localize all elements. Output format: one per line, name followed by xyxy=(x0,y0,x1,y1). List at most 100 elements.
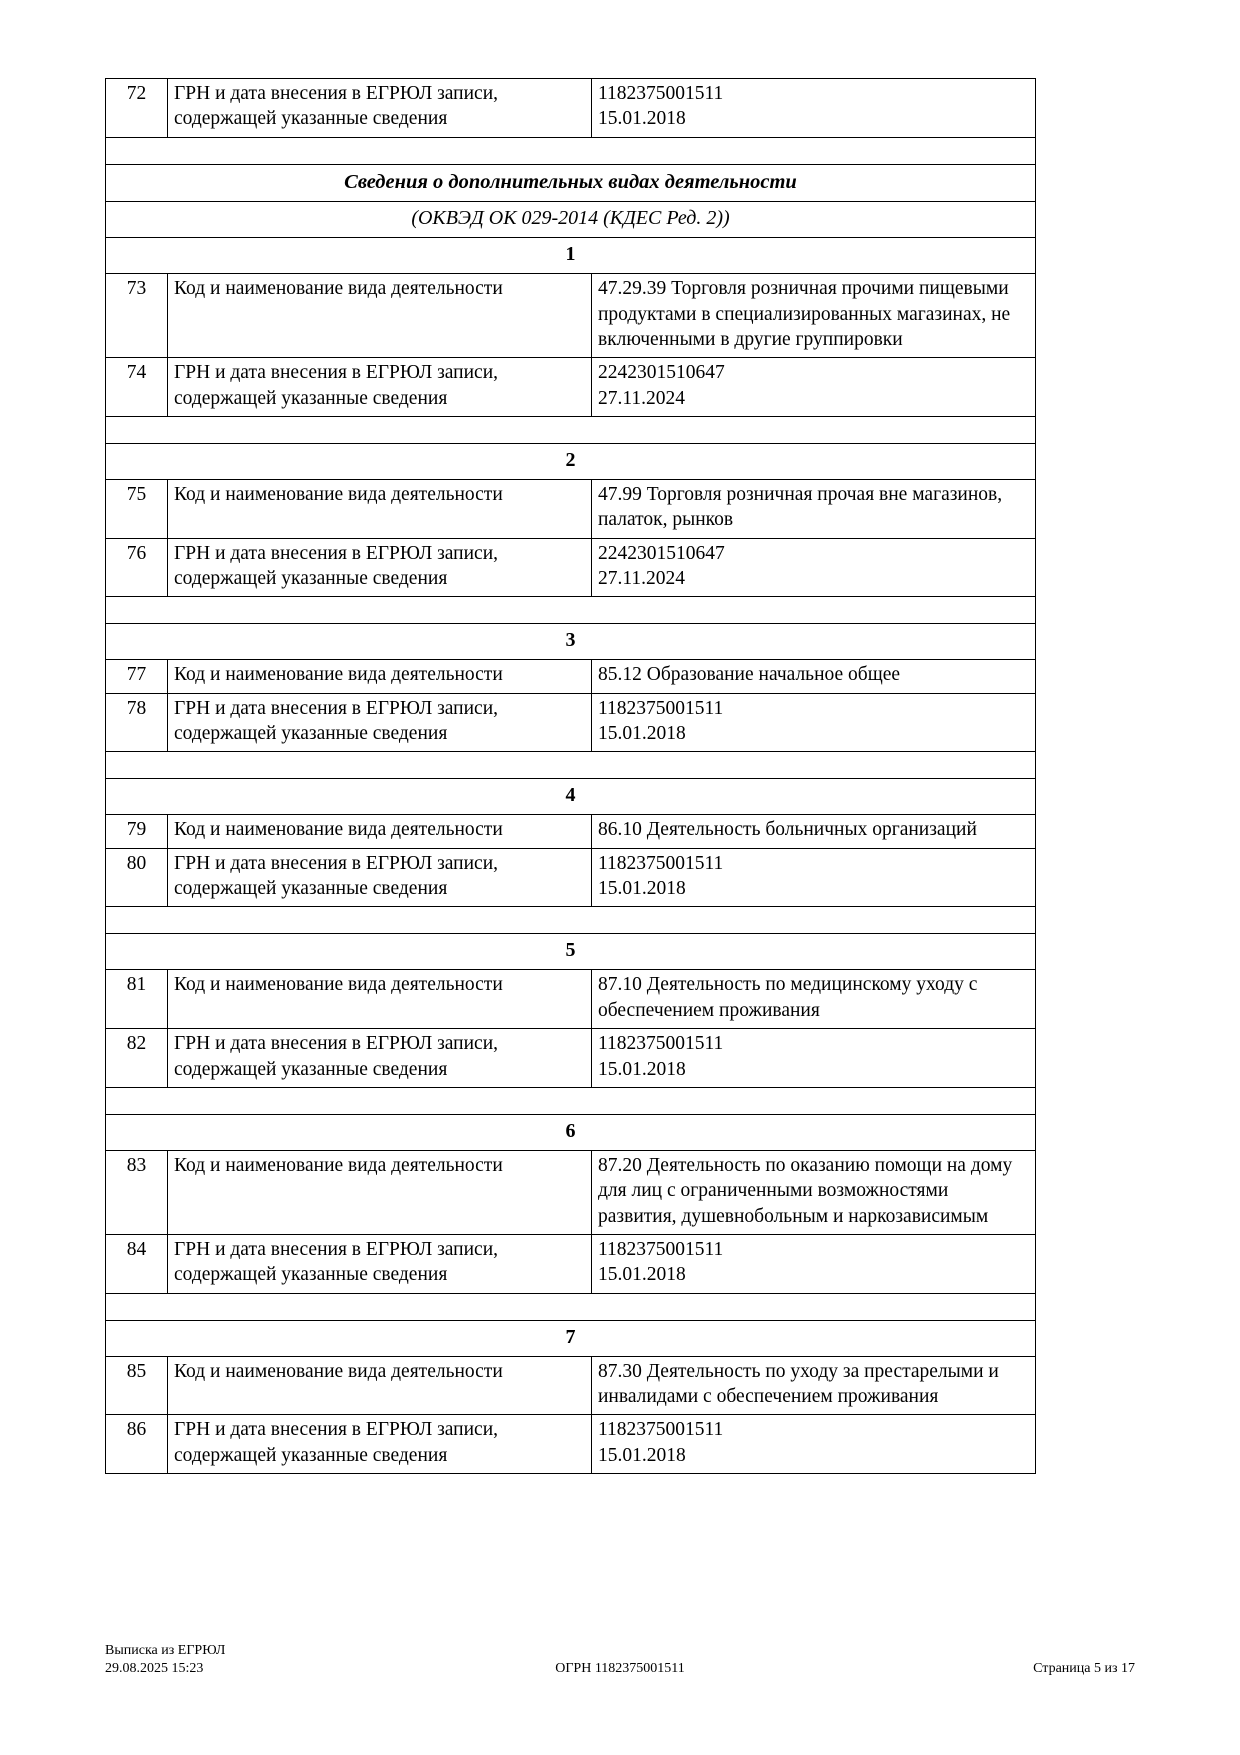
spacer-cell xyxy=(105,1292,1036,1321)
section-title-row: Сведения о дополнительных видах деятельн… xyxy=(105,163,1036,203)
row-value: 1182375001511 15.01.2018 xyxy=(591,1414,1036,1474)
row-value: 85.12 Образование начальное общее xyxy=(591,659,1036,694)
row-value: 87.10 Деятельность по медицинскому уходу… xyxy=(591,969,1036,1030)
spacer-row xyxy=(105,1292,1036,1321)
footer-ogrn: ОГРН 1182375001511 xyxy=(555,1661,685,1676)
group-index: 2 xyxy=(105,443,1036,481)
spacer-cell xyxy=(105,136,1036,165)
row-value: 86.10 Деятельность больничных организаци… xyxy=(591,814,1036,849)
table-row: 77 Код и наименование вида деятельности … xyxy=(105,659,1036,694)
group-index: 5 xyxy=(105,933,1036,971)
row-label: Код и наименование вида деятельности xyxy=(167,814,592,849)
row-value: 1182375001511 15.01.2018 xyxy=(591,1028,1036,1088)
row-number: 83 xyxy=(105,1149,168,1235)
group-index: 7 xyxy=(105,1319,1036,1357)
row-label: Код и наименование вида деятельности xyxy=(167,479,592,539)
spacer-row xyxy=(105,596,1036,625)
group-index: 4 xyxy=(105,778,1036,816)
row-value: 1182375001511 15.01.2018 xyxy=(591,78,1036,138)
footer-doc-name: Выписка из ЕГРЮЛ xyxy=(105,1643,226,1658)
group-index-row: 1 xyxy=(105,237,1036,275)
row-number: 75 xyxy=(105,479,168,539)
table-row: 82 ГРН и дата внесения в ЕГРЮЛ записи, с… xyxy=(105,1028,1036,1088)
table-row: 74 ГРН и дата внесения в ЕГРЮЛ записи, с… xyxy=(105,357,1036,418)
row-label: ГРН и дата внесения в ЕГРЮЛ записи, соде… xyxy=(167,1028,592,1088)
table-body: 72 ГРН и дата внесения в ЕГРЮЛ записи, с… xyxy=(105,78,1036,1474)
row-number: 72 xyxy=(105,78,168,138)
row-number: 77 xyxy=(105,659,168,694)
page-footer: Выписка из ЕГРЮЛ 29.08.2025 15:23 ОГРН 1… xyxy=(105,1643,1135,1680)
table-row: 72 ГРН и дата внесения в ЕГРЮЛ записи, с… xyxy=(105,78,1036,138)
row-number: 82 xyxy=(105,1028,168,1088)
row-value: 1182375001511 15.01.2018 xyxy=(591,847,1036,908)
group-index-row: 5 xyxy=(105,933,1036,971)
group-index: 1 xyxy=(105,237,1036,275)
group-index-row: 4 xyxy=(105,778,1036,816)
row-label: ГРН и дата внесения в ЕГРЮЛ записи, соде… xyxy=(167,847,592,908)
spacer-cell xyxy=(105,416,1036,445)
row-value: 2242301510647 27.11.2024 xyxy=(591,537,1036,598)
group-index: 3 xyxy=(105,623,1036,661)
group-index-row: 6 xyxy=(105,1113,1036,1151)
row-value: 87.30 Деятельность по уходу за престарел… xyxy=(591,1355,1036,1416)
row-label: Код и наименование вида деятельности xyxy=(167,273,592,359)
spacer-row xyxy=(105,416,1036,445)
row-value: 1182375001511 15.01.2018 xyxy=(591,1233,1036,1294)
row-label: Код и наименование вида деятельности xyxy=(167,1149,592,1235)
row-number: 74 xyxy=(105,357,168,418)
spacer-cell xyxy=(105,1086,1036,1115)
row-number: 76 xyxy=(105,537,168,598)
table-row: 78 ГРН и дата внесения в ЕГРЮЛ записи, с… xyxy=(105,692,1036,753)
row-value: 47.99 Торговля розничная прочая вне мага… xyxy=(591,479,1036,539)
row-label: Код и наименование вида деятельности xyxy=(167,659,592,694)
row-label: ГРН и дата внесения в ЕГРЮЛ записи, соде… xyxy=(167,357,592,418)
table-row: 83 Код и наименование вида деятельности … xyxy=(105,1149,1036,1235)
spacer-cell xyxy=(105,596,1036,625)
spacer-cell xyxy=(105,751,1036,780)
table-row: 79 Код и наименование вида деятельности … xyxy=(105,814,1036,849)
table-row: 75 Код и наименование вида деятельности … xyxy=(105,479,1036,539)
table-row: 76 ГРН и дата внесения в ЕГРЮЛ записи, с… xyxy=(105,537,1036,598)
spacer-row xyxy=(105,751,1036,780)
row-value: 2242301510647 27.11.2024 xyxy=(591,357,1036,418)
table-row: 73 Код и наименование вида деятельности … xyxy=(105,273,1036,359)
table-row: 86 ГРН и дата внесения в ЕГРЮЛ записи, с… xyxy=(105,1414,1036,1474)
spacer-row xyxy=(105,1086,1036,1115)
row-label: ГРН и дата внесения в ЕГРЮЛ записи, соде… xyxy=(167,537,592,598)
table-row: 85 Код и наименование вида деятельности … xyxy=(105,1355,1036,1416)
section-title: Сведения о дополнительных видах деятельн… xyxy=(105,163,1036,203)
section-subtitle: (ОКВЭД ОК 029-2014 (КДЕС Ред. 2)) xyxy=(105,201,1036,239)
row-number: 85 xyxy=(105,1355,168,1416)
footer-page-number: Страница 5 из 17 xyxy=(1033,1661,1135,1676)
row-number: 86 xyxy=(105,1414,168,1474)
group-index-row: 7 xyxy=(105,1319,1036,1357)
group-index: 6 xyxy=(105,1113,1036,1151)
row-value: 47.29.39 Торговля розничная прочими пище… xyxy=(591,273,1036,359)
row-number: 79 xyxy=(105,814,168,849)
footer-row: 29.08.2025 15:23 ОГРН 1182375001511 Стра… xyxy=(105,1660,1135,1680)
spacer-row xyxy=(105,136,1036,165)
row-label: Код и наименование вида деятельности xyxy=(167,969,592,1030)
spacer-cell xyxy=(105,906,1036,935)
row-number: 78 xyxy=(105,692,168,753)
row-value: 87.20 Деятельность по оказанию помощи на… xyxy=(591,1149,1036,1235)
row-value: 1182375001511 15.01.2018 xyxy=(591,692,1036,753)
row-label: ГРН и дата внесения в ЕГРЮЛ записи, соде… xyxy=(167,692,592,753)
group-index-row: 3 xyxy=(105,623,1036,661)
row-label: Код и наименование вида деятельности xyxy=(167,1355,592,1416)
section-subtitle-row: (ОКВЭД ОК 029-2014 (КДЕС Ред. 2)) xyxy=(105,201,1036,239)
row-label: ГРН и дата внесения в ЕГРЮЛ записи, соде… xyxy=(167,1233,592,1294)
row-number: 81 xyxy=(105,969,168,1030)
okved-table: 72 ГРН и дата внесения в ЕГРЮЛ записи, с… xyxy=(105,78,1036,1474)
spacer-row xyxy=(105,906,1036,935)
row-label: ГРН и дата внесения в ЕГРЮЛ записи, соде… xyxy=(167,1414,592,1474)
table-row: 81 Код и наименование вида деятельности … xyxy=(105,969,1036,1030)
table-row: 84 ГРН и дата внесения в ЕГРЮЛ записи, с… xyxy=(105,1233,1036,1294)
row-number: 73 xyxy=(105,273,168,359)
footer-datetime: 29.08.2025 15:23 xyxy=(105,1661,204,1676)
row-number: 80 xyxy=(105,847,168,908)
table-row: 80 ГРН и дата внесения в ЕГРЮЛ записи, с… xyxy=(105,847,1036,908)
group-index-row: 2 xyxy=(105,443,1036,481)
row-number: 84 xyxy=(105,1233,168,1294)
